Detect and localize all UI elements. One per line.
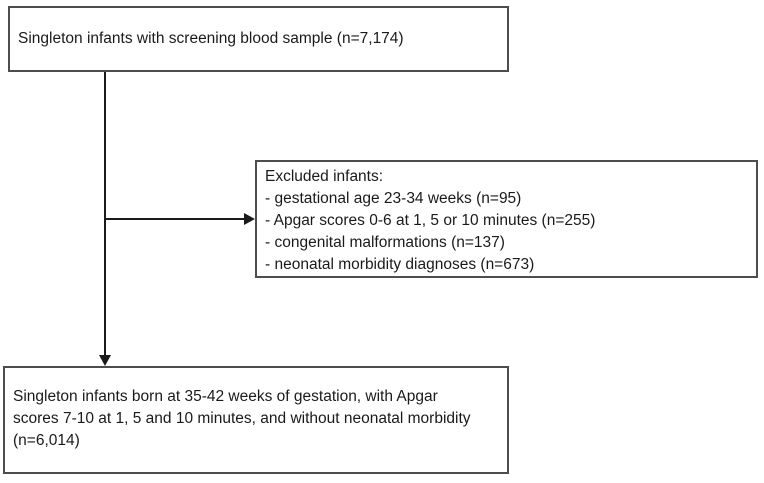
- excluded-item-apgar: - Apgar scores 0-6 at 1, 5 or 10 minutes…: [265, 212, 596, 229]
- excluded-item-morbidity: - neonatal morbidity diagnoses (n=673): [265, 256, 535, 273]
- excluded-item-malformations: - congenital malformations (n=137): [265, 234, 505, 251]
- top-box-population: Singleton infants with screening blood s…: [8, 6, 509, 72]
- excluded-box: Excluded infants: - gestational age 23-3…: [255, 160, 758, 278]
- bottom-box-text: Singleton infants born at 35-42 weeks of…: [13, 388, 471, 449]
- right-arrowhead-icon: [244, 213, 255, 225]
- bottom-box-final-sample: Singleton infants born at 35-42 weeks of…: [3, 366, 509, 474]
- excluded-title: Excluded infants:: [265, 168, 384, 185]
- down-arrowhead-icon: [99, 355, 111, 366]
- top-box-text: Singleton infants with screening blood s…: [18, 30, 404, 47]
- excluded-item-gestational-age: - gestational age 23-34 weeks (n=95): [265, 190, 522, 207]
- vertical-arrow-shaft: [104, 72, 106, 356]
- horizontal-arrow-shaft: [105, 218, 244, 220]
